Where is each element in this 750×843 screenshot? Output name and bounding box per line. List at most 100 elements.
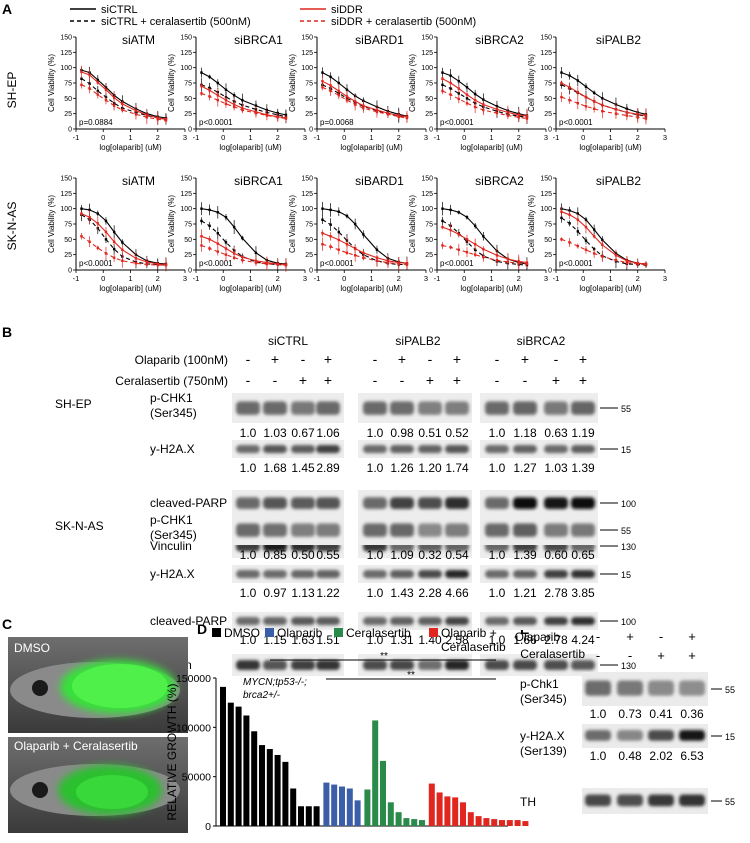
- blot-band: [445, 570, 469, 579]
- data-point: [134, 257, 138, 260]
- densitometry-value: 0.51: [418, 426, 442, 440]
- y-tick-label: 150: [60, 35, 72, 42]
- y-tick-label: 75: [184, 81, 192, 88]
- data-point: [506, 260, 510, 264]
- blot-band: [263, 570, 287, 579]
- data-point: [592, 235, 596, 238]
- data-point: [88, 216, 91, 219]
- data-point: [375, 110, 379, 114]
- data-point: [164, 119, 168, 122]
- data-point: [441, 77, 444, 80]
- y-tick-label: 125: [60, 191, 72, 198]
- panel-label-d: D: [197, 621, 207, 637]
- y-axis-title: Cell Viability (%): [527, 54, 536, 112]
- blot-label: y-H2A.X: [150, 442, 195, 456]
- y-tick-label: 100: [180, 65, 192, 72]
- data-point: [525, 117, 529, 120]
- y-tick-label: 100: [421, 65, 433, 72]
- blot-band: [390, 617, 414, 626]
- data-point: [441, 89, 444, 93]
- y-tick-label: 125: [301, 50, 313, 57]
- y-tick-label: 75: [305, 222, 313, 229]
- p-value: p<0.0001: [559, 259, 593, 268]
- blot-band: [513, 660, 537, 671]
- densitometry-value: 1.20: [418, 461, 442, 475]
- bar: [419, 820, 425, 826]
- y-tick-label: 75: [425, 81, 433, 88]
- data-point: [601, 110, 604, 113]
- data-point: [284, 117, 288, 120]
- densitometry-value: 1.27: [513, 461, 537, 475]
- bar: [243, 715, 250, 826]
- p-value: p<0.0001: [440, 259, 474, 268]
- data-point: [482, 103, 485, 106]
- data-point: [592, 100, 596, 103]
- mw-marker: 55: [621, 404, 631, 414]
- densitometry-value: 1.39: [571, 461, 595, 475]
- x-axis-title: log[olaparib] (uM): [460, 143, 523, 152]
- data-point: [576, 244, 579, 248]
- data-point: [482, 108, 485, 112]
- y-tick-label: 50: [425, 96, 433, 103]
- panel-label-a: A: [2, 1, 12, 17]
- y-tick-label: 50000: [182, 772, 211, 784]
- blot-membrane: [232, 565, 344, 583]
- data-point: [224, 216, 228, 219]
- y-tick-label: 0: [309, 268, 313, 275]
- blot-label: cleaved-PARP: [150, 614, 227, 628]
- y-tick-label: 125: [60, 50, 72, 57]
- data-point: [601, 97, 604, 100]
- data-point: [224, 241, 228, 244]
- data-point: [241, 258, 244, 262]
- data-point: [200, 235, 203, 238]
- data-point: [568, 86, 571, 89]
- series-line-siddrceralasertibnm: [201, 92, 286, 120]
- data-point: [584, 248, 588, 251]
- fish-eye-combo: [32, 782, 48, 798]
- x-axis-title: log[olaparib] (uM): [219, 143, 282, 152]
- blot-band: [445, 617, 469, 626]
- blot-band: [316, 570, 340, 579]
- data-point: [112, 104, 116, 107]
- densitometry-value: 1.31: [390, 633, 414, 647]
- blot-band: [390, 445, 414, 454]
- x-tick-label: 3: [424, 274, 428, 283]
- data-point: [216, 98, 219, 102]
- data-point: [449, 93, 452, 96]
- blot-band: [316, 617, 340, 626]
- series-line-siddrceralasertibnm: [201, 244, 286, 266]
- bar: [331, 784, 338, 826]
- x-tick-label: -1: [553, 133, 560, 142]
- densitometry-value: 1.0: [489, 586, 506, 600]
- blot-label: p-Chk1: [520, 677, 559, 691]
- series-line-sictrl: [201, 208, 286, 265]
- legend-label: DMSO: [224, 626, 260, 640]
- densitometry-value: 2.89: [316, 461, 340, 475]
- series-line-siddr: [442, 78, 527, 117]
- data-point: [473, 243, 477, 246]
- y-tick-label: 75: [64, 81, 72, 88]
- data-point: [625, 114, 629, 117]
- x-tick-label: 1: [128, 274, 132, 283]
- blot-band: [648, 680, 674, 696]
- blot-band: [445, 445, 469, 454]
- blot-band: [418, 617, 442, 626]
- x-tick-label: 0: [581, 133, 585, 142]
- data-point: [449, 208, 452, 212]
- data-point: [88, 87, 91, 90]
- blot-band: [513, 401, 537, 415]
- densitometry-value: 1.0: [240, 461, 257, 475]
- data-point: [112, 230, 116, 234]
- data-point: [254, 261, 258, 264]
- blot-band: [363, 497, 387, 509]
- x-axis-title: log[olaparib] (uM): [579, 143, 642, 152]
- y-axis-title: Cell Viability (%): [408, 54, 417, 112]
- treatment-sign: -: [273, 372, 278, 388]
- data-point: [329, 245, 332, 248]
- chart-title: siBRCA2: [475, 174, 524, 188]
- densitometry-value: 1.74: [445, 461, 469, 475]
